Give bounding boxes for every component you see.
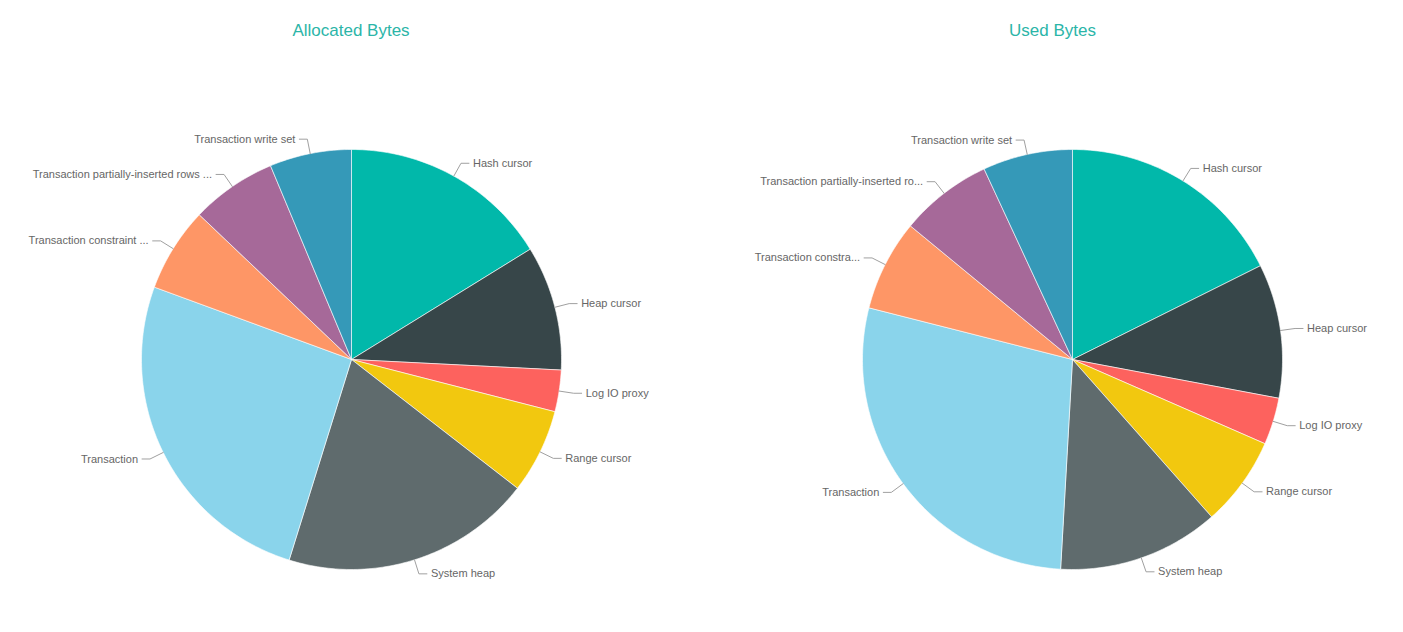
svg-text:Heap cursor: Heap cursor bbox=[581, 297, 641, 309]
svg-text:Hash cursor: Hash cursor bbox=[1203, 162, 1263, 174]
svg-text:System heap: System heap bbox=[1158, 565, 1222, 577]
svg-text:Transaction: Transaction bbox=[822, 486, 879, 498]
svg-text:Log IO proxy: Log IO proxy bbox=[586, 387, 649, 399]
svg-text:Range cursor: Range cursor bbox=[1266, 485, 1332, 497]
svg-text:Transaction partially-inserted: Transaction partially-inserted rows ... bbox=[33, 168, 212, 180]
html-text:Allocated Bytes: Allocated Bytes bbox=[292, 21, 410, 40]
html-text:Used Bytes: Used Bytes bbox=[1009, 21, 1096, 40]
svg-text:Log IO proxy: Log IO proxy bbox=[1299, 419, 1362, 431]
svg-text:Transaction write set: Transaction write set bbox=[911, 134, 1012, 146]
svg-text:Heap cursor: Heap cursor bbox=[1307, 322, 1367, 334]
svg-text:Transaction constra...: Transaction constra... bbox=[755, 251, 860, 263]
svg-text:Range cursor: Range cursor bbox=[565, 452, 631, 464]
svg-text:Hash cursor: Hash cursor bbox=[473, 157, 533, 169]
svg-text:Transaction write set: Transaction write set bbox=[194, 133, 295, 145]
svg-text:Transaction partially-inserted: Transaction partially-inserted ro... bbox=[760, 175, 923, 187]
svg-text:System heap: System heap bbox=[431, 567, 495, 579]
svg-text:Transaction: Transaction bbox=[81, 453, 138, 465]
svg-text:Transaction constraint ...: Transaction constraint ... bbox=[29, 234, 149, 246]
